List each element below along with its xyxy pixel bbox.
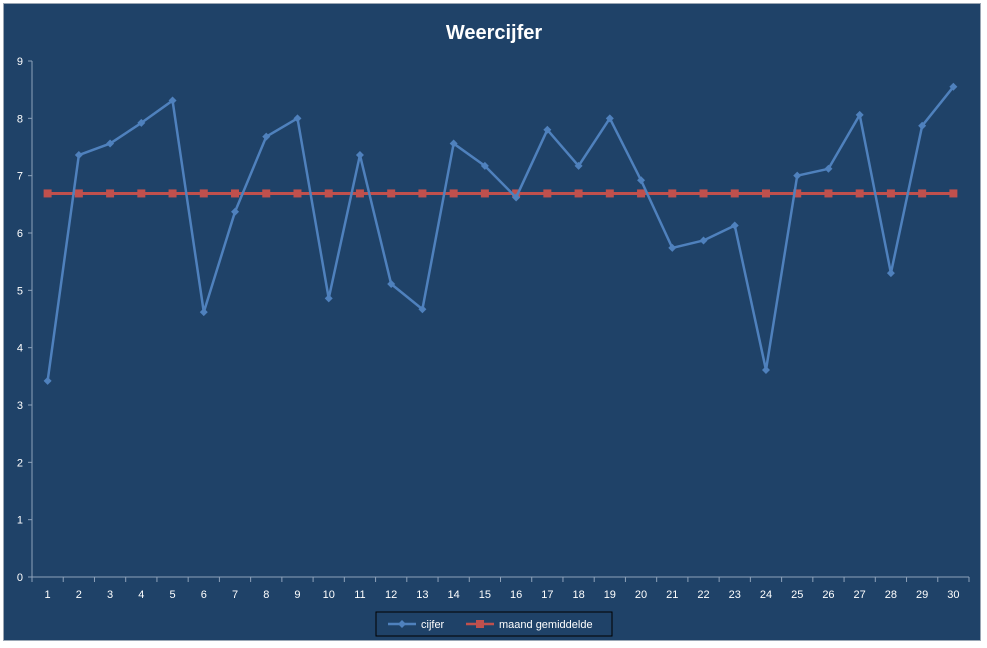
x-tick-label: 26 [822, 589, 834, 601]
data-point [356, 151, 364, 159]
x-tick-label: 9 [294, 589, 300, 601]
data-point [106, 189, 114, 197]
x-tick-label: 15 [479, 589, 491, 601]
legend-swatch-marker [398, 620, 406, 628]
x-tick-label: 8 [263, 589, 269, 601]
data-point [700, 236, 708, 244]
data-point [231, 189, 239, 197]
y-tick-label: 0 [17, 572, 23, 584]
data-point [606, 189, 614, 197]
chart-svg: Weercijfer 01234567891 2 3 4 5 6 7 8 9 10 11 12 13 14… [4, 4, 982, 642]
x-tick-label: 13 [416, 589, 428, 601]
data-point [262, 189, 270, 197]
x-tick-label: 7 [232, 589, 238, 601]
y-tick-label: 1 [17, 515, 23, 527]
data-point [325, 294, 333, 302]
x-tick-label: 4 [138, 589, 144, 601]
x-tick-label: 5 [169, 589, 175, 601]
data-point [887, 269, 895, 277]
x-tick-label: 2 [76, 589, 82, 601]
x-tick-label: 28 [885, 589, 897, 601]
legend: cijfer maand gemiddelde [376, 612, 612, 636]
data-point [668, 189, 676, 197]
x-tick-label: 11 [354, 589, 365, 601]
y-tick-label: 8 [17, 113, 23, 125]
chart-title: Weercijfer [446, 22, 543, 44]
x-tick-label: 25 [791, 589, 803, 601]
y-tick-label: 7 [17, 171, 23, 183]
y-tick-label: 6 [17, 228, 23, 240]
data-point [918, 189, 926, 197]
x-tick-label: 29 [916, 589, 928, 601]
legend-label: maand gemiddelde [499, 619, 593, 631]
x-tick-label: 30 [947, 589, 959, 601]
y-tick-label: 9 [17, 56, 23, 68]
x-tick-label: 10 [323, 589, 335, 601]
legend-label: cijfer [421, 619, 445, 631]
data-point [137, 189, 145, 197]
data-point [169, 189, 177, 197]
data-point [793, 172, 801, 180]
x-tick-label: 24 [760, 589, 772, 601]
x-tick-label: 3 [107, 589, 113, 601]
data-point [762, 366, 770, 374]
data-point [575, 189, 583, 197]
data-point [949, 189, 957, 197]
data-point [668, 244, 676, 252]
series-line-0 [48, 87, 954, 381]
y-tick-label: 3 [17, 400, 23, 412]
legend-swatch-marker [476, 620, 484, 628]
x-tick-label: 19 [604, 589, 616, 601]
data-point [200, 308, 208, 316]
x-tick-label: 6 [201, 589, 207, 601]
series-layer [44, 83, 958, 385]
x-tick-label: 27 [854, 589, 866, 601]
x-tick-label: 23 [729, 589, 741, 601]
data-point [356, 189, 364, 197]
y-tick-label: 4 [17, 343, 23, 355]
data-point [887, 189, 895, 197]
y-tick-label: 2 [17, 457, 23, 469]
x-tick-label: 16 [510, 589, 522, 601]
data-point [856, 189, 864, 197]
data-point [293, 189, 301, 197]
data-point [200, 189, 208, 197]
data-point [824, 189, 832, 197]
x-tick-label: 17 [541, 589, 553, 601]
data-point [418, 189, 426, 197]
x-tick-label: 20 [635, 589, 647, 601]
data-point [450, 189, 458, 197]
y-tick-label: 5 [17, 285, 23, 297]
chart-area: Weercijfer 0 1 2 3 4 5 6 7 8 9 1 2 3 4 5 6 7 8 9 10 11 12 13 14… [3, 3, 981, 641]
x-tick-label: 12 [385, 589, 397, 601]
data-point [75, 151, 83, 159]
x-tick-label: 14 [448, 589, 460, 601]
data-point [700, 189, 708, 197]
data-point [231, 208, 239, 216]
data-point [762, 189, 770, 197]
data-point [44, 189, 52, 197]
data-point [731, 189, 739, 197]
x-tick-label: 22 [697, 589, 709, 601]
x-tick-label: 21 [666, 589, 678, 601]
data-point [387, 189, 395, 197]
data-point [731, 222, 739, 230]
data-point [481, 189, 489, 197]
data-point [75, 189, 83, 197]
data-point [637, 189, 645, 197]
x-tick-label: 18 [572, 589, 584, 601]
data-point [325, 189, 333, 197]
data-point [44, 377, 52, 385]
data-point [543, 189, 551, 197]
x-tick-label: 1 [45, 589, 51, 601]
